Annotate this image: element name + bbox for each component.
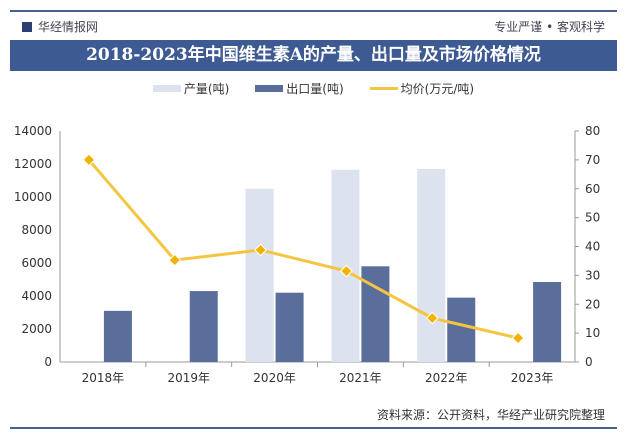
point-price — [511, 331, 525, 345]
bar-export — [275, 292, 304, 362]
y-left-tick-label: 6000 — [21, 256, 52, 270]
y-left-tick-label: 10000 — [14, 190, 52, 204]
x-tick-label: 2022年 — [425, 371, 468, 385]
line-price — [87, 158, 519, 340]
y-left-tick-label: 12000 — [14, 157, 52, 171]
legend-export: 出口量(吨) — [255, 80, 344, 97]
x-tick-label: 2019年 — [167, 371, 210, 385]
point-price — [340, 264, 353, 278]
brand-name: 华经情报网 — [38, 20, 99, 34]
y-right-tick-label: 40 — [585, 240, 600, 254]
y-right-tick-label: 60 — [585, 182, 600, 196]
y-right-tick-label: 70 — [585, 153, 600, 167]
x-tick-label: 2023年 — [511, 371, 554, 385]
y-left-tick-label: 0 — [44, 355, 52, 369]
point-price — [168, 253, 182, 267]
y-right-tick-label: 10 — [585, 326, 600, 340]
y-left-tick-label: 2000 — [21, 322, 52, 336]
point-price — [82, 153, 96, 167]
x-tick-label: 2018年 — [82, 371, 125, 385]
y-right-tick-label: 80 — [585, 124, 600, 138]
bar-export — [447, 297, 476, 362]
bar-export — [189, 291, 218, 362]
legend: 产量(吨) 出口量(吨) 均价(万元/吨) — [0, 80, 627, 97]
y-right-tick-label: 20 — [585, 297, 600, 311]
bar-production — [245, 188, 274, 362]
source-note: 资料来源：公开资料，华经产业研究院整理 — [376, 408, 605, 422]
brand: 华经情报网 — [22, 18, 98, 35]
bar-export — [533, 281, 562, 362]
brand-logo-icon — [22, 21, 32, 32]
y-left-tick-label: 14000 — [14, 124, 52, 138]
y-right-tick-label: 0 — [585, 355, 593, 369]
x-tick-label: 2021年 — [339, 371, 382, 385]
y-right-tick-label: 30 — [585, 268, 600, 282]
bottom-divider — [10, 427, 617, 429]
top-divider — [10, 10, 617, 12]
x-tick-label: 2020年 — [253, 371, 296, 385]
slogan: 专业严谨 • 客观科学 — [494, 20, 605, 34]
point-price — [425, 311, 439, 325]
legend-production: 产量(吨) — [152, 80, 229, 97]
y-right-tick-label: 50 — [585, 211, 600, 225]
point-price — [254, 243, 267, 257]
bar-production — [417, 168, 446, 362]
chart-title: 2018-2023年中国维生素A的产量、出口量及市场价格情况 — [10, 40, 617, 71]
y-left-tick-label: 4000 — [21, 289, 52, 303]
bar-export — [103, 310, 132, 362]
y-left-tick-label: 8000 — [21, 223, 52, 237]
legend-price: 均价(万元/吨) — [369, 80, 474, 97]
